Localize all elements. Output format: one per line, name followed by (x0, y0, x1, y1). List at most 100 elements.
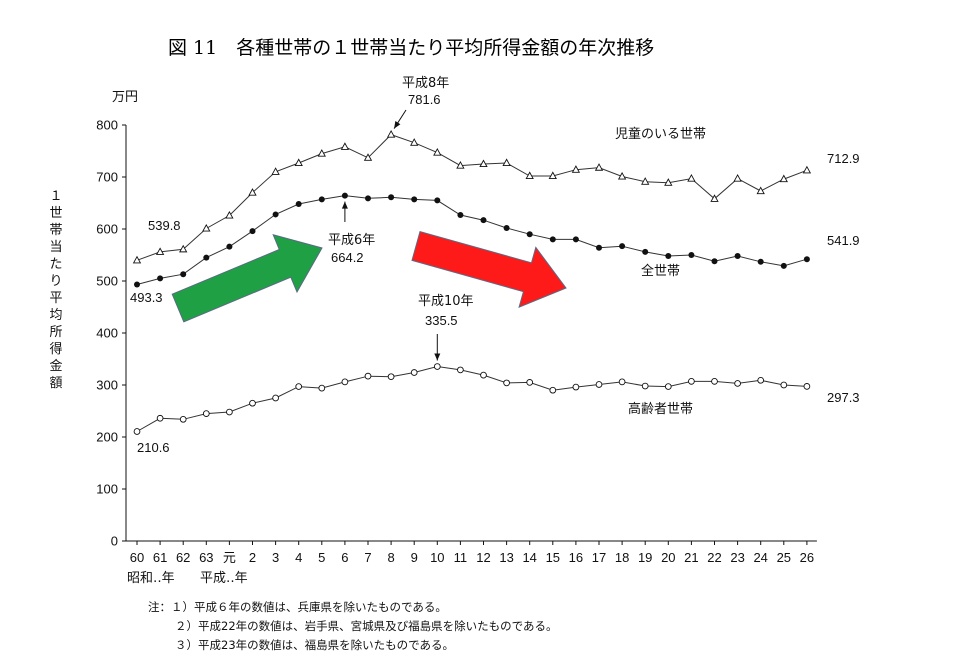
x-tick-label: 9 (411, 550, 418, 565)
y-axis-label-char: り (49, 274, 62, 289)
data-point (133, 428, 141, 435)
data-point (388, 194, 395, 201)
footnote-2: ２）平成22年の数値は、岩手県、宮城県及び福島県を除いたものである。 (175, 619, 558, 633)
data-point (457, 211, 464, 218)
data-point (456, 161, 465, 169)
data-point (594, 163, 604, 171)
x-tick-label: 11 (454, 550, 468, 565)
data-point (780, 381, 788, 389)
y-tick-label: 800 (96, 118, 118, 133)
data-point (410, 369, 418, 376)
data-point (664, 178, 673, 186)
y-axis-label-char: た (49, 257, 62, 272)
x-tick-label: 17 (592, 550, 606, 565)
data-point (480, 371, 487, 379)
y-tick-label: 400 (96, 326, 118, 341)
series-1 (132, 130, 812, 264)
data-point (157, 275, 164, 282)
data-point (572, 236, 579, 243)
data-point (549, 236, 556, 243)
data-point (225, 210, 234, 219)
y-axis-label: １ 世帯当たり平均所得金額 (49, 189, 62, 391)
y-axis-label-char: １ (49, 189, 62, 204)
data-point (548, 171, 557, 180)
data-point (156, 414, 164, 422)
elderly-peak-pointer (434, 334, 441, 361)
y-tick-label: 100 (96, 482, 118, 497)
data-point (734, 253, 741, 260)
data-point (571, 165, 581, 173)
y-axis-label-char: 得 (49, 341, 62, 357)
data-point (641, 177, 650, 185)
all-peak-era: 平成6年 (328, 233, 375, 248)
child-start-value: 539.8 (148, 218, 181, 233)
data-point (249, 228, 256, 235)
y-tick-label: 500 (96, 274, 118, 289)
data-point (132, 255, 142, 264)
data-point (802, 165, 812, 174)
all-peak-value: 664.2 (331, 250, 364, 265)
data-point (226, 243, 233, 250)
y-tick-label: 200 (96, 430, 118, 445)
data-point (318, 384, 326, 392)
data-point (502, 158, 511, 167)
data-point (202, 223, 211, 232)
x-tick-label: 13 (499, 550, 513, 565)
data-point (433, 148, 442, 156)
pointer-head (394, 121, 401, 129)
data-point (641, 382, 649, 390)
data-point (202, 410, 210, 417)
era-label-showa: 昭和‥年 (127, 571, 175, 586)
y-axis-label-char: 世 (49, 206, 62, 221)
trend-arrows (171, 230, 567, 323)
y-axis-label-char: 均 (49, 308, 62, 323)
x-tick-label: 12 (476, 550, 490, 565)
data-point (526, 231, 533, 238)
x-tick-label: 22 (707, 550, 721, 565)
data-point (688, 252, 695, 258)
series-2 (134, 192, 810, 288)
data-point (340, 142, 350, 150)
data-point (780, 262, 787, 269)
elderly-end-value: 297.3 (827, 390, 860, 405)
y-unit-label: 万円 (112, 90, 138, 105)
series-line (136, 134, 808, 261)
y-axis-label-char: 額 (49, 376, 62, 391)
x-tick-label: 20 (661, 550, 675, 565)
child-peak-era: 平成8年 (402, 76, 449, 91)
data-point (410, 138, 419, 146)
data-point (618, 378, 626, 386)
pointer-head (341, 201, 348, 209)
data-point (295, 201, 302, 208)
data-point (734, 380, 741, 387)
data-point (711, 378, 718, 385)
x-tick-label: 16 (569, 550, 583, 565)
data-point (479, 159, 488, 168)
y-tick-label: 300 (96, 378, 118, 393)
elderly-peak-value: 335.5 (425, 313, 458, 328)
series-line (136, 365, 807, 432)
data-point (710, 194, 719, 202)
x-tick-label: 8 (387, 550, 394, 565)
data-point (480, 217, 487, 224)
x-tick-label: 61 (153, 550, 167, 565)
data-point (503, 379, 510, 387)
x-tick-label: 3 (272, 550, 279, 565)
data-point (363, 153, 373, 161)
pointer-head (434, 353, 441, 361)
data-point (180, 271, 187, 278)
y-axis-label-char: 帯 (49, 223, 62, 238)
data-point (619, 243, 626, 250)
x-tick-label: 2 (249, 550, 256, 565)
data-point (664, 383, 672, 390)
x-tick-label: 元 (223, 550, 236, 565)
series-3 (133, 363, 811, 435)
data-point (411, 196, 418, 203)
data-point (179, 244, 188, 253)
y-tick-label: 600 (96, 222, 118, 237)
child-peak-value: 781.6 (408, 92, 441, 107)
data-point (317, 149, 326, 157)
y-axis-label-char: 当 (49, 240, 62, 255)
all-start-value: 493.3 (130, 290, 163, 305)
